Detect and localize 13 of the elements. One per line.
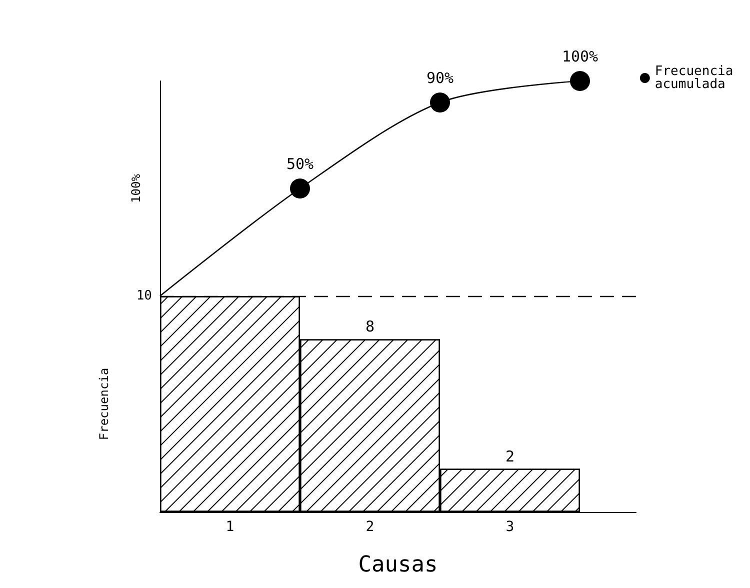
data-label: 2 xyxy=(505,447,515,466)
y-tick-label: 10 xyxy=(136,288,152,304)
x-tick-label: 2 xyxy=(366,519,374,535)
y-axis-title: 100% xyxy=(129,173,143,203)
data-label: 8 xyxy=(365,318,375,336)
data-label: 50% xyxy=(286,155,314,173)
data-label: 90% xyxy=(426,69,454,87)
x-tick-label: 3 xyxy=(506,519,514,535)
legend-label: Frecuencia acumulada xyxy=(654,64,741,92)
x-axis-title: Causas xyxy=(358,552,438,578)
data-label: 100% xyxy=(562,48,598,66)
y-axis-title: Frecuencia xyxy=(97,368,111,440)
x-tick-label: 1 xyxy=(226,519,234,535)
